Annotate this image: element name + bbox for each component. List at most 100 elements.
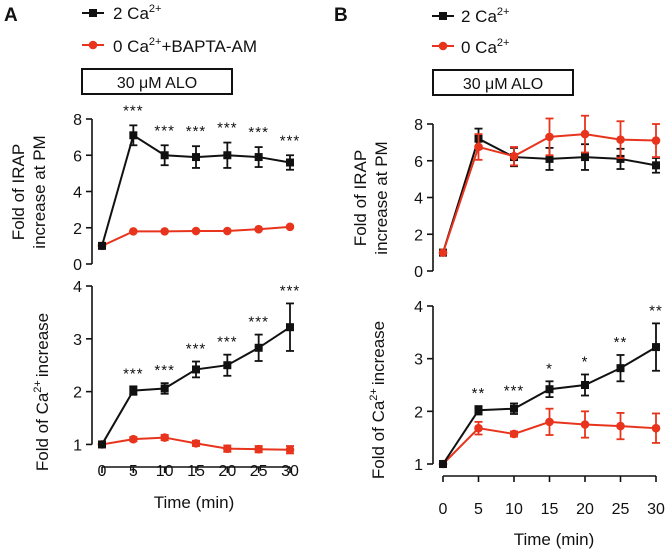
plot-a-bottom: 1 2 3 4 0 5 10 15 20 25 30 *** *** *** *** *** *** <box>73 279 301 480</box>
legend-b-red-marker <box>438 41 448 51</box>
data-point-black-a-top <box>192 153 200 162</box>
data-point-red-a-top <box>160 227 169 236</box>
data-point-red-b-top <box>651 136 661 145</box>
data-point-red-a-bottom <box>254 444 263 454</box>
significance-a-top: *** <box>280 132 301 149</box>
condition-frame-b <box>432 69 574 96</box>
data-point-red-b-top <box>580 129 590 139</box>
data-point-black-a-bottom <box>286 323 294 332</box>
y-title-b-top-line1: Fold of IRAP <box>351 150 370 246</box>
data-point-red-a-bottom <box>285 445 295 455</box>
x-tick-label-a-bottom: 25 <box>250 463 268 480</box>
x-tick-label-a-bottom: 0 <box>98 463 107 480</box>
panel-letter-a: A <box>4 5 18 26</box>
data-point-black-b-top <box>545 154 554 163</box>
legend-a-black-label: 2 Ca2+ <box>113 3 161 23</box>
data-point-black-b-top <box>581 153 589 162</box>
x-tick-label-b-bottom: 0 <box>439 501 448 518</box>
data-point-black-a-bottom <box>192 365 200 374</box>
data-point-black-b-top <box>616 154 625 163</box>
significance-b-bottom: *** <box>504 382 525 399</box>
x-tick-label-a-bottom: 15 <box>187 463 205 480</box>
x-tick-label-a-bottom: 10 <box>156 463 174 480</box>
significance-b-bottom: ** <box>472 385 486 402</box>
data-point-black-a-top <box>98 241 106 250</box>
data-point-black-b-bottom <box>439 460 447 468</box>
data-point-red-b-bottom <box>580 420 590 429</box>
data-point-red-b-top <box>509 151 519 161</box>
x-title-b: Time (min) <box>514 530 595 549</box>
significance-b-bottom: ** <box>649 302 663 319</box>
data-point-red-a-bottom <box>223 444 232 453</box>
condition-box-b: 30 μM ALO <box>432 69 574 96</box>
data-point-red-b-top <box>616 135 625 144</box>
legend-b-black-marker <box>439 12 447 20</box>
significance-a-top: *** <box>154 122 175 139</box>
data-point-red-a-top <box>223 226 232 236</box>
data-point-black-a-bottom <box>98 440 106 449</box>
y-tick-label-a-top: 6 <box>73 148 82 165</box>
data-point-black-a-top <box>223 151 232 160</box>
y-tick-label-b-top: 4 <box>414 191 423 208</box>
significance-a-bottom: *** <box>186 341 207 358</box>
y-tick-label-a-bottom: 4 <box>73 279 82 296</box>
y-tick-label-b-top: 0 <box>414 264 423 281</box>
panel-b-header: B 2 Ca2+ 0 Ca2+ 30 μM ALO <box>334 5 574 96</box>
y-tick-label-b-top: 8 <box>414 117 423 134</box>
data-point-red-a-bottom <box>129 434 138 444</box>
x-title-a: Time (min) <box>154 493 235 512</box>
plot-b-top: 0 2 4 6 8 <box>414 114 661 281</box>
data-point-red-a-top <box>254 224 263 234</box>
data-point-red-b-top <box>545 132 554 142</box>
data-point-red-b-top <box>438 248 448 257</box>
y-tick-label-b-bottom: 2 <box>414 404 423 421</box>
significance-a-bottom: *** <box>154 362 175 379</box>
significance-a-top: *** <box>123 102 144 119</box>
data-point-black-b-bottom <box>616 364 625 373</box>
y-title-a-top-line1: Fold of IRAP <box>9 144 28 240</box>
y-title-a-top-line2: increase at PM <box>30 135 49 248</box>
y-title-b-top-line2: increase at PM <box>372 141 391 254</box>
data-point-red-a-top <box>285 222 295 232</box>
condition-frame-a <box>81 68 233 95</box>
y-tick-label-a-bottom: 1 <box>73 437 82 454</box>
condition-label-a: 30 μM ALO <box>117 75 197 92</box>
y-tick-label-a-top: 2 <box>73 221 82 238</box>
legend-a-black-marker <box>89 9 97 17</box>
data-point-black-b-bottom <box>652 343 660 352</box>
legend-a: 2 Ca2+ 0 Ca2++BAPTA-AM <box>82 3 257 56</box>
condition-box-a: 30 μM ALO <box>81 68 233 95</box>
legend-b: 2 Ca2+ 0 Ca2+ <box>432 6 509 57</box>
panel-a-header: A 2 Ca2+ 0 Ca2++BAPTA-AM 30 μM ALO <box>4 3 257 95</box>
data-point-red-b-bottom <box>474 423 483 433</box>
significance-a-bottom: *** <box>248 314 269 331</box>
data-point-red-a-bottom <box>160 433 169 442</box>
x-tick-label-b-bottom: 10 <box>505 501 523 518</box>
data-point-red-b-top <box>474 142 483 152</box>
y-title-b-bottom: Fold of Ca2+increase <box>368 321 388 479</box>
x-tick-label-b-bottom: 5 <box>474 501 483 518</box>
data-point-black-a-top <box>160 151 169 160</box>
data-point-black-b-top <box>652 161 660 170</box>
condition-label-b: 30 μM ALO <box>463 76 543 93</box>
plot-a-top: 0 2 4 6 8 *** *** *** *** *** *** <box>73 102 301 274</box>
panel-letter-b: B <box>334 5 348 26</box>
significance-a-bottom: *** <box>280 282 301 299</box>
significance-a-top: *** <box>217 120 238 137</box>
x-tick-label-a-bottom: 30 <box>281 463 299 480</box>
data-point-red-a-bottom <box>191 439 201 448</box>
legend-b-black-label: 2 Ca2+ <box>461 6 509 26</box>
data-point-black-a-bottom <box>160 384 169 393</box>
x-tick-label-a-bottom: 5 <box>129 463 138 480</box>
significance-b-bottom: ** <box>614 334 628 351</box>
legend-a-red-marker <box>88 40 98 50</box>
y-tick-label-a-top: 4 <box>73 185 82 202</box>
data-point-black-b-bottom <box>545 385 554 394</box>
y-tick-label-a-bottom: 2 <box>73 385 82 402</box>
y-axis-titles: Fold of IRAP increase at PM Fold of Ca2+… <box>9 135 391 479</box>
y-tick-label-a-top: 8 <box>73 112 82 129</box>
y-tick-label-b-top: 6 <box>414 154 423 171</box>
data-point-red-b-bottom <box>545 417 554 427</box>
